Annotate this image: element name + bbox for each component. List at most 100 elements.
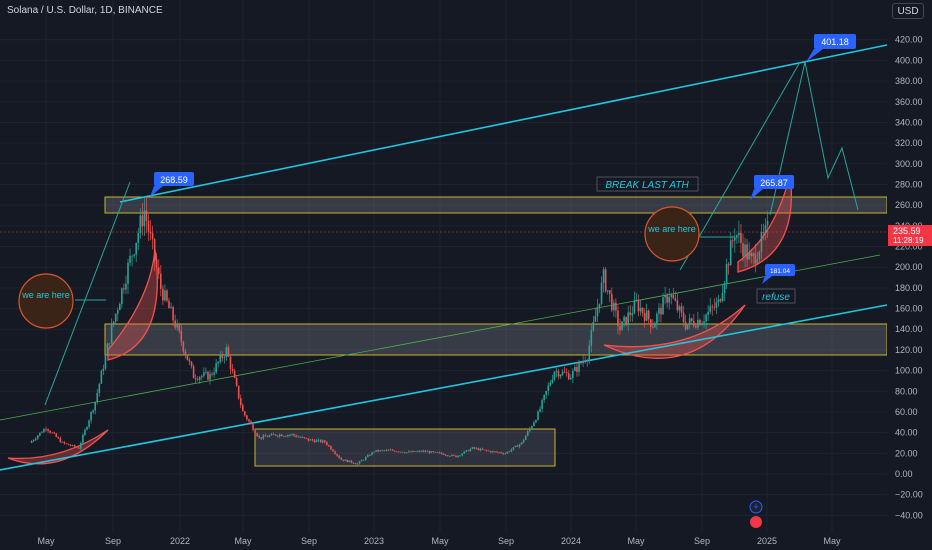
- candle-body: [365, 456, 367, 460]
- candle-body: [233, 370, 236, 378]
- candle-body: [504, 453, 506, 455]
- candle-body: [270, 433, 273, 436]
- candle-body: [340, 457, 342, 460]
- candle-body: [565, 372, 568, 374]
- candle-body: [475, 448, 478, 450]
- currency-button[interactable]: USD: [892, 3, 924, 19]
- candle-body: [635, 299, 638, 301]
- candle-body: [697, 319, 699, 328]
- candle-body: [211, 373, 213, 375]
- candle-body: [727, 264, 730, 266]
- candle-body: [754, 253, 757, 264]
- green-trendline: [0, 254, 881, 421]
- candle-body: [695, 325, 697, 328]
- candle-body: [377, 450, 379, 452]
- svg-text:181.04: 181.04: [770, 268, 790, 275]
- candle-body: [299, 436, 301, 438]
- candle-body: [324, 440, 326, 443]
- candle-body: [319, 439, 322, 443]
- candle-body: [666, 295, 668, 303]
- channel-top-line: [119, 44, 888, 203]
- candle-body: [330, 446, 332, 450]
- trend-lines: [0, 44, 888, 471]
- candle-body: [381, 450, 383, 452]
- candle-body: [356, 463, 359, 465]
- time-tick-label: Sep: [105, 536, 121, 546]
- price-tick-label: 180.00: [895, 283, 923, 293]
- accumulation-arcs: [7, 174, 792, 465]
- candle-body: [639, 307, 642, 312]
- candle-body: [524, 435, 527, 441]
- candle-body: [332, 449, 334, 452]
- candle-body: [383, 450, 386, 452]
- candle-body: [444, 454, 447, 456]
- candle-body: [617, 310, 619, 327]
- break-last-ath-label: BREAK LAST ATH: [596, 176, 699, 192]
- candle-body: [297, 436, 299, 438]
- candle-body: [369, 454, 371, 456]
- candle-body: [764, 225, 767, 234]
- candle-body: [670, 294, 673, 297]
- candle-body: [752, 253, 755, 257]
- candle-body: [399, 451, 402, 453]
- candle-body: [168, 300, 170, 309]
- candle-body: [250, 421, 252, 425]
- candle-body: [209, 373, 211, 380]
- price-tick-label: 260.00: [895, 200, 923, 210]
- candle-body: [611, 293, 613, 311]
- candle-body: [98, 383, 101, 393]
- candle-body: [82, 434, 84, 443]
- candle-body: [155, 259, 158, 268]
- candle-body: [248, 419, 250, 422]
- candle-body: [96, 392, 99, 403]
- price-tick-label: 200.00: [895, 262, 923, 272]
- price-tick-label: 140.00: [895, 324, 923, 334]
- candle-body: [51, 432, 53, 434]
- candle-body: [422, 450, 424, 452]
- scroll-buttons[interactable]: +: [749, 500, 763, 528]
- candle-body: [192, 366, 195, 379]
- candle-body: [633, 300, 636, 314]
- candle-body: [674, 298, 677, 301]
- svg-text:+: +: [753, 502, 758, 512]
- candle-body: [574, 367, 576, 372]
- candle-body: [153, 239, 156, 260]
- candle-body: [543, 394, 545, 401]
- candle-body: [596, 307, 599, 317]
- candle-body: [731, 240, 734, 242]
- we-are-here-2-text: we are here: [647, 224, 696, 234]
- candle-body: [235, 377, 238, 386]
- bear-base-zone: [254, 428, 556, 467]
- candle-body: [516, 445, 519, 447]
- candle-body: [201, 375, 203, 378]
- candle-body: [342, 459, 345, 461]
- candle-body: [684, 322, 687, 330]
- candle-body: [315, 440, 318, 443]
- candle-body: [133, 254, 135, 256]
- candle-body: [746, 244, 748, 260]
- projection-path: [769, 61, 859, 216]
- candle-body: [477, 448, 480, 451]
- candle-body: [406, 452, 408, 454]
- candle-body: [709, 306, 711, 312]
- candle-body: [178, 323, 181, 331]
- candle-body: [338, 455, 340, 458]
- candle-body: [592, 321, 595, 331]
- price-tick-label: 320.00: [895, 138, 923, 148]
- candle-body: [75, 446, 78, 448]
- time-tick-label: 2024: [561, 536, 581, 546]
- candle-body: [67, 443, 70, 446]
- we-are-here-2: we are here: [644, 206, 700, 262]
- candle-body: [473, 447, 476, 449]
- candle-body: [762, 232, 765, 234]
- candle-body: [471, 447, 474, 450]
- candle-body: [57, 437, 60, 439]
- candle-body: [182, 341, 185, 352]
- candle-body: [682, 312, 685, 323]
- candle-body: [143, 210, 146, 227]
- candle-body: [172, 307, 174, 321]
- flag-icon: [750, 516, 762, 528]
- candle-body: [600, 282, 603, 304]
- candle-body: [215, 363, 217, 373]
